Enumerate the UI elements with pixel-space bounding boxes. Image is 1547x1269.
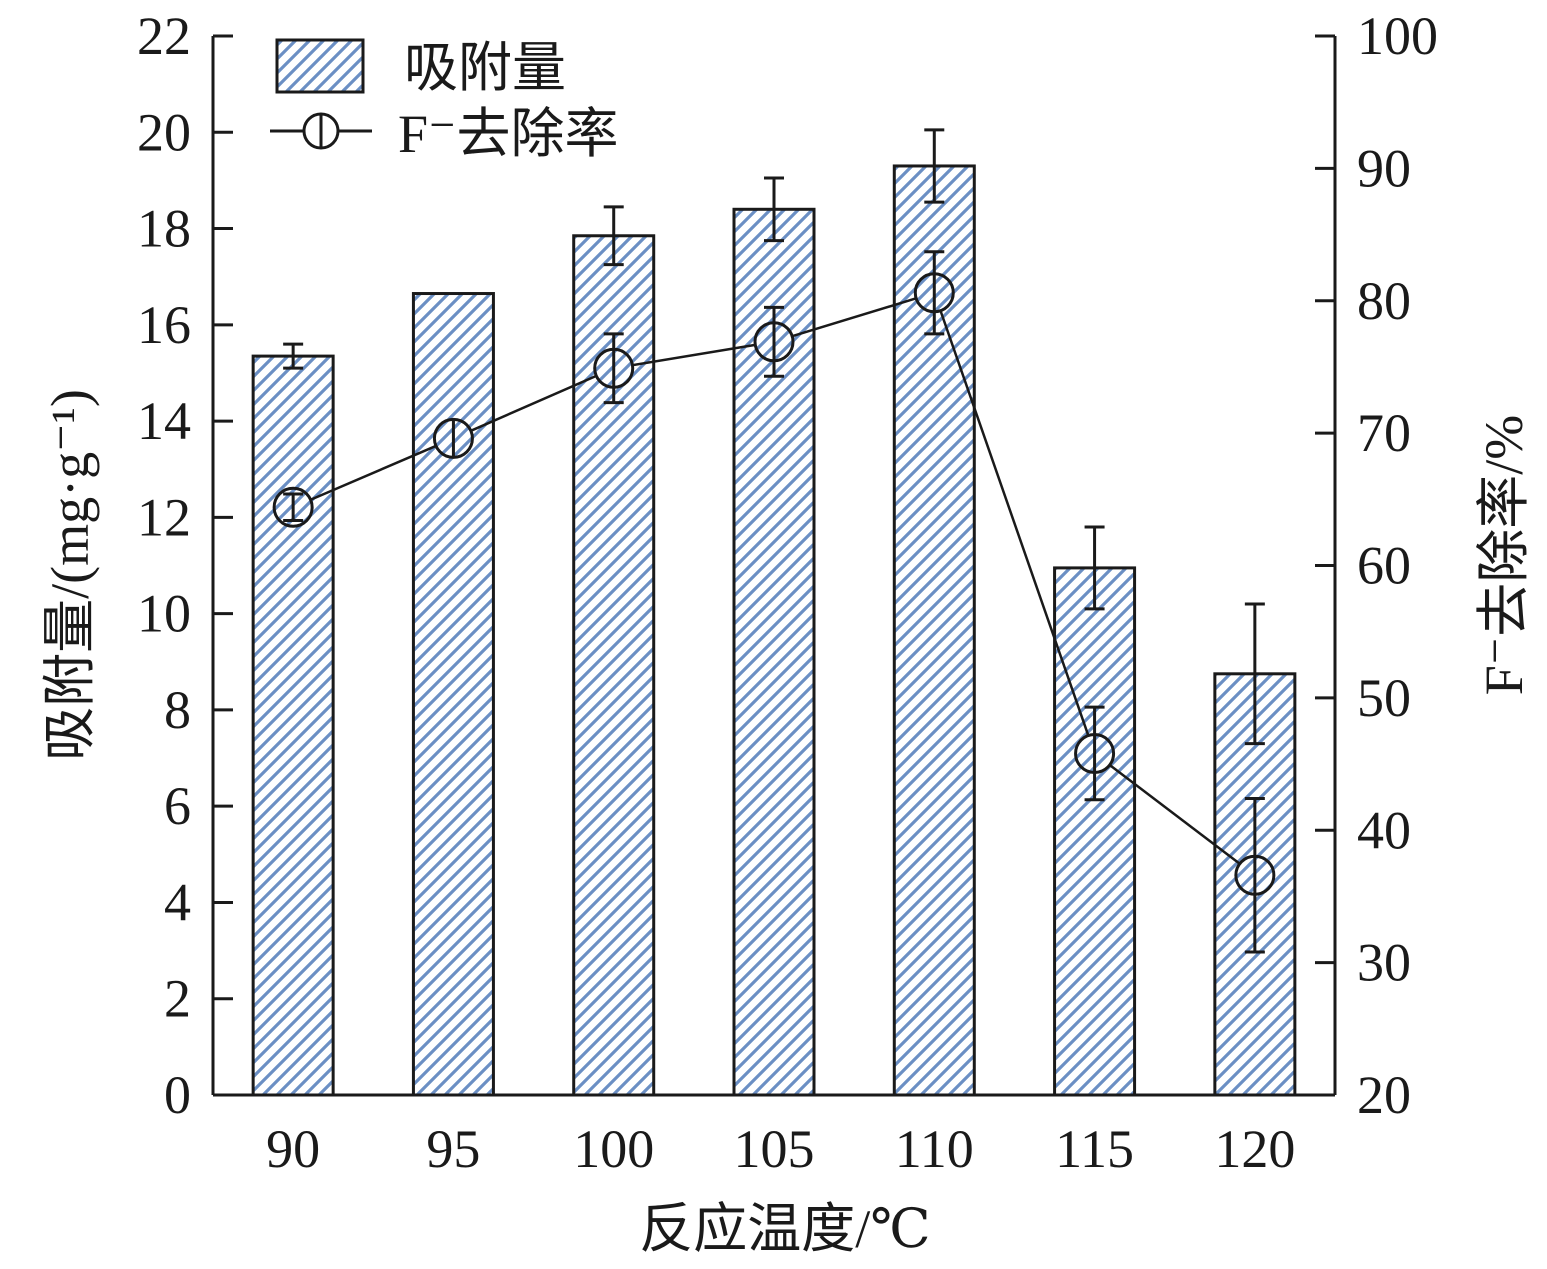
y-tick-label-14: 14 bbox=[137, 391, 191, 451]
y2-tick-label-100: 100 bbox=[1357, 6, 1438, 66]
x-tick-label-90: 90 bbox=[266, 1119, 320, 1179]
y-tick-label-10: 10 bbox=[137, 584, 191, 644]
line-point-105 bbox=[753, 321, 795, 363]
y-tick-label-0: 0 bbox=[164, 1065, 191, 1125]
axes-layer: 0 2 4 6 8 10 12 14 16 18 20 22 20 30 40 50 60 70 80 90 100 90… bbox=[137, 6, 1438, 1179]
y-tick-label-6: 6 bbox=[164, 776, 191, 836]
line-segment-105 bbox=[791, 297, 917, 338]
x-tick-label-110: 110 bbox=[895, 1119, 974, 1179]
y-tick-label-12: 12 bbox=[137, 487, 191, 547]
x-tick-label-120: 120 bbox=[1214, 1119, 1295, 1179]
y2-tick-label-50: 50 bbox=[1357, 668, 1411, 728]
x-axis-title: 反应温度/℃ bbox=[639, 1199, 930, 1259]
x-tick-label-105: 105 bbox=[734, 1119, 815, 1179]
bar-95 bbox=[411, 292, 495, 1097]
y2-tick-label-30: 30 bbox=[1357, 933, 1411, 993]
bars-layer bbox=[251, 128, 1297, 1097]
x-tick-label-115: 115 bbox=[1055, 1119, 1134, 1179]
line-segment-100 bbox=[632, 343, 756, 367]
y2-tick-label-90: 90 bbox=[1357, 138, 1411, 198]
y2-tick-label-80: 80 bbox=[1357, 271, 1411, 331]
y2-axis-title: F⁻去除率/% bbox=[1474, 415, 1534, 696]
legend: 吸附量 F⁻去除率 bbox=[270, 38, 619, 164]
line-point-95 bbox=[432, 417, 474, 459]
y-tick-label-16: 16 bbox=[137, 295, 191, 355]
line-point-90 bbox=[272, 486, 314, 528]
line-segment-90 bbox=[310, 444, 437, 501]
y2-tick-label-40: 40 bbox=[1357, 800, 1411, 860]
x-tick-label-100: 100 bbox=[573, 1119, 654, 1179]
legend-line-label: F⁻去除率 bbox=[398, 104, 619, 164]
y-tick-label-8: 8 bbox=[164, 680, 191, 740]
bar-90 bbox=[251, 354, 335, 1097]
legend-bar-swatch bbox=[275, 38, 365, 94]
y-tick-label-18: 18 bbox=[137, 199, 191, 259]
line-point-115 bbox=[1074, 732, 1116, 774]
y2-tick-label-20: 20 bbox=[1357, 1065, 1411, 1125]
y2-tick-label-60: 60 bbox=[1357, 536, 1411, 596]
line-segment-110 bbox=[939, 310, 1090, 736]
line-point-100 bbox=[593, 347, 635, 389]
y-tick-label-22: 22 bbox=[137, 6, 191, 66]
line-segment-115 bbox=[1108, 763, 1241, 865]
line-point-120 bbox=[1234, 854, 1276, 896]
y-tick-label-4: 4 bbox=[164, 872, 191, 932]
y-tick-label-20: 20 bbox=[137, 102, 191, 162]
y-axis-title: 吸附量/(mg·g⁻¹) bbox=[40, 389, 100, 761]
line-point-110 bbox=[913, 272, 955, 314]
bar-115 bbox=[1053, 566, 1137, 1097]
x-tick-label-95: 95 bbox=[426, 1119, 480, 1179]
legend-bar-label: 吸附量 bbox=[404, 38, 566, 98]
labels-layer: 反应温度/℃ 吸附量/(mg·g⁻¹) F⁻去除率/% bbox=[40, 389, 1534, 1259]
line-segment-95 bbox=[470, 374, 597, 432]
y2-tick-label-70: 70 bbox=[1357, 403, 1411, 463]
y-tick-label-2: 2 bbox=[164, 969, 191, 1029]
line-layer bbox=[272, 250, 1276, 954]
